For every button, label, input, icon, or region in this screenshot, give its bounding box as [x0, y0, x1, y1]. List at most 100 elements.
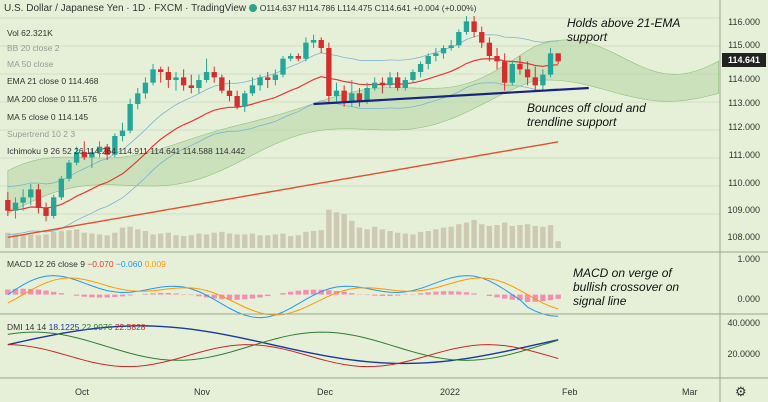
candle-body — [387, 77, 393, 86]
legend-bb[interactable]: BB 20 close 2 — [7, 43, 60, 53]
volume-bar — [547, 225, 554, 248]
candle-body — [188, 85, 194, 88]
legend-ichimoku[interactable]: Ichimoku 9 26 52 26 114.264 114.911 114.… — [7, 146, 246, 156]
annotation-macd: MACD on verge of bullish crossover on si… — [573, 266, 680, 308]
macd-hist-bar — [486, 294, 493, 296]
candle-body — [20, 197, 26, 203]
volume-bar — [265, 235, 271, 248]
candle-body — [12, 202, 19, 211]
volume-bar — [364, 229, 370, 248]
candle-body — [402, 80, 408, 88]
volume-bar — [28, 234, 34, 248]
macd-hist-bar — [43, 290, 49, 295]
candle-body — [463, 21, 470, 32]
price-tick: 109.000 — [727, 205, 760, 215]
macd-hist-bar — [242, 294, 248, 300]
macd-hist-bar — [509, 294, 515, 300]
volume-bar — [379, 229, 386, 248]
volume-bar — [203, 234, 210, 248]
candle-body — [540, 74, 546, 86]
volume-bar — [104, 235, 110, 248]
candle-body — [364, 88, 370, 102]
volume-bar — [165, 232, 172, 248]
macd-hist-bar — [188, 294, 194, 296]
volume-bar — [12, 233, 19, 248]
macd-legend[interactable]: MACD 12 26 close 9 −0.070 −0.060 0.009 — [7, 259, 166, 269]
legend-ma50[interactable]: MA 50 close — [7, 59, 54, 69]
volume-bar — [112, 232, 118, 248]
volume-bar — [310, 231, 317, 248]
candle-body — [104, 146, 110, 155]
volume-bar — [433, 229, 439, 248]
volume-bar — [440, 227, 447, 248]
candle-body — [440, 48, 447, 54]
legend-ma5[interactable]: MA 5 close 0 114.145 — [7, 112, 89, 122]
candle-body — [318, 40, 324, 48]
volume-bar — [150, 234, 156, 248]
legend-supertrend[interactable]: Supertrend 10 2 3 — [7, 129, 76, 139]
ichimoku-cloud-area — [7, 39, 719, 214]
volume-bar — [318, 230, 324, 248]
macd-hist-bar — [173, 293, 179, 295]
volume-bar — [555, 241, 561, 248]
macd-hist-bar — [349, 293, 355, 295]
legend-ema21[interactable]: EMA 21 close 0 114.468 — [7, 76, 99, 86]
candle-body — [234, 96, 240, 107]
macd-hist-bar — [417, 293, 424, 295]
candle-body — [165, 72, 172, 80]
dmi-legend[interactable]: DMI 14 14 18.1225 22.9976 22.5828 — [7, 322, 146, 332]
macd-hist-bar — [20, 288, 26, 295]
macd-hist-bar — [165, 293, 172, 295]
macd-hist-bar — [379, 294, 386, 297]
macd-hist-bar — [12, 288, 19, 295]
macd-hist-bar — [295, 290, 301, 295]
support-trendline — [313, 86, 589, 106]
volume-bar — [540, 226, 546, 248]
candle-body — [96, 146, 103, 152]
settings-gear-icon[interactable]: ⚙ — [735, 384, 747, 399]
macd-tick: 0.000 — [737, 294, 760, 304]
macd-hist-bar — [142, 293, 149, 295]
candle-body — [333, 90, 340, 96]
volume-bar — [272, 234, 279, 248]
volume-bar — [119, 227, 126, 248]
candle-body — [43, 208, 49, 216]
volume-bar — [471, 219, 477, 248]
candle-body — [379, 82, 386, 86]
macd-hist-bar — [211, 294, 217, 299]
legend-ma200[interactable]: MA 200 close 0 111.576 — [7, 94, 97, 104]
macd-line — [7, 275, 559, 319]
volume-bar — [456, 224, 462, 248]
volume-bar — [257, 235, 263, 248]
volume-bar — [326, 209, 332, 248]
candle-body — [180, 77, 187, 86]
macd-hist-bar — [265, 294, 271, 297]
macd-hist-bar — [203, 294, 210, 298]
candle-body — [326, 48, 332, 96]
trendline — [313, 86, 589, 106]
candle-body — [524, 69, 531, 78]
candle-body — [555, 53, 561, 62]
volume-bar — [219, 231, 225, 248]
volume-bar — [287, 236, 294, 248]
macd-hist-bar — [234, 294, 240, 300]
macd-hist-bar — [524, 294, 531, 303]
volume-bar — [410, 234, 416, 248]
bb-lower-line — [7, 82, 559, 236]
candle-body — [479, 32, 485, 43]
macd-hist-bar — [257, 294, 263, 298]
volume-bar — [196, 233, 202, 248]
candle-body — [410, 72, 416, 80]
macd-hist-bar — [341, 292, 347, 295]
volume-bar — [303, 231, 309, 248]
candle-body — [173, 77, 179, 80]
price-tick: 110.000 — [728, 178, 760, 188]
volume-bars — [5, 209, 561, 248]
macd-pane — [5, 275, 561, 319]
candle-body — [66, 162, 72, 179]
legend-volume[interactable]: Vol 62.321K — [7, 28, 53, 38]
price-tick: 115.000 — [728, 40, 760, 50]
volume-bar — [81, 232, 87, 248]
